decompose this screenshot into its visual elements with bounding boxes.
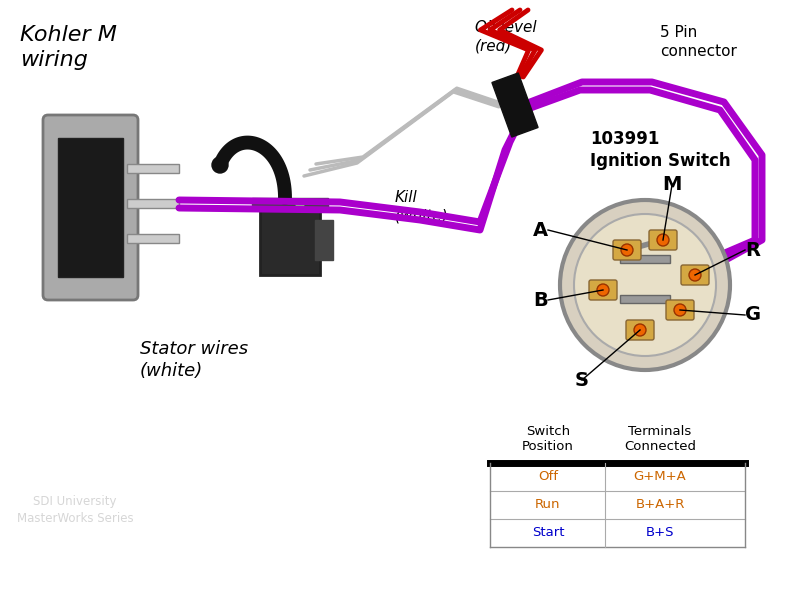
- FancyBboxPatch shape: [43, 115, 138, 300]
- Text: 5 Pin
connector: 5 Pin connector: [660, 25, 737, 59]
- Circle shape: [296, 200, 304, 208]
- Text: B+S: B+S: [646, 527, 674, 539]
- FancyBboxPatch shape: [589, 280, 617, 300]
- Text: Kohler M
wiring: Kohler M wiring: [20, 25, 117, 70]
- Text: Ignition Switch: Ignition Switch: [590, 152, 730, 170]
- Text: 103991: 103991: [590, 130, 659, 148]
- FancyBboxPatch shape: [613, 240, 641, 260]
- Text: Run: Run: [535, 499, 561, 511]
- Circle shape: [560, 200, 730, 370]
- Circle shape: [597, 284, 609, 296]
- Bar: [127, 199, 179, 208]
- Circle shape: [212, 157, 228, 173]
- Circle shape: [574, 214, 716, 356]
- Text: B: B: [534, 290, 548, 310]
- Text: Off: Off: [538, 470, 558, 484]
- Circle shape: [689, 269, 701, 281]
- Text: G: G: [745, 305, 761, 325]
- Circle shape: [657, 234, 669, 246]
- Text: G+M+A: G+M+A: [634, 470, 686, 484]
- Bar: [252, 198, 328, 210]
- Text: M: M: [662, 175, 682, 194]
- Text: Switch
Position: Switch Position: [522, 425, 574, 453]
- Text: Start: Start: [532, 527, 564, 539]
- Circle shape: [634, 324, 646, 336]
- Text: R: R: [745, 241, 760, 259]
- Text: Stator wires
(white): Stator wires (white): [140, 340, 248, 380]
- Text: Oil level
(red): Oil level (red): [475, 20, 537, 53]
- Bar: [620, 295, 670, 303]
- Bar: [127, 234, 179, 243]
- Text: A: A: [533, 220, 548, 239]
- Bar: [620, 255, 670, 263]
- Text: Kill
(white): Kill (white): [395, 190, 449, 224]
- Polygon shape: [492, 73, 538, 137]
- FancyBboxPatch shape: [666, 300, 694, 320]
- Text: B+: B+: [270, 248, 291, 262]
- Bar: [315, 220, 333, 260]
- Text: Terminals
Connected: Terminals Connected: [624, 425, 696, 453]
- Circle shape: [621, 244, 633, 256]
- Text: SDI University
MasterWorks Series: SDI University MasterWorks Series: [17, 494, 134, 526]
- FancyBboxPatch shape: [681, 265, 709, 285]
- Bar: [127, 164, 179, 173]
- Text: S: S: [575, 370, 589, 389]
- Text: B+A+R: B+A+R: [635, 499, 685, 511]
- FancyBboxPatch shape: [649, 230, 677, 250]
- Bar: [260, 205, 320, 275]
- Bar: [58, 138, 123, 277]
- FancyBboxPatch shape: [626, 320, 654, 340]
- Circle shape: [674, 304, 686, 316]
